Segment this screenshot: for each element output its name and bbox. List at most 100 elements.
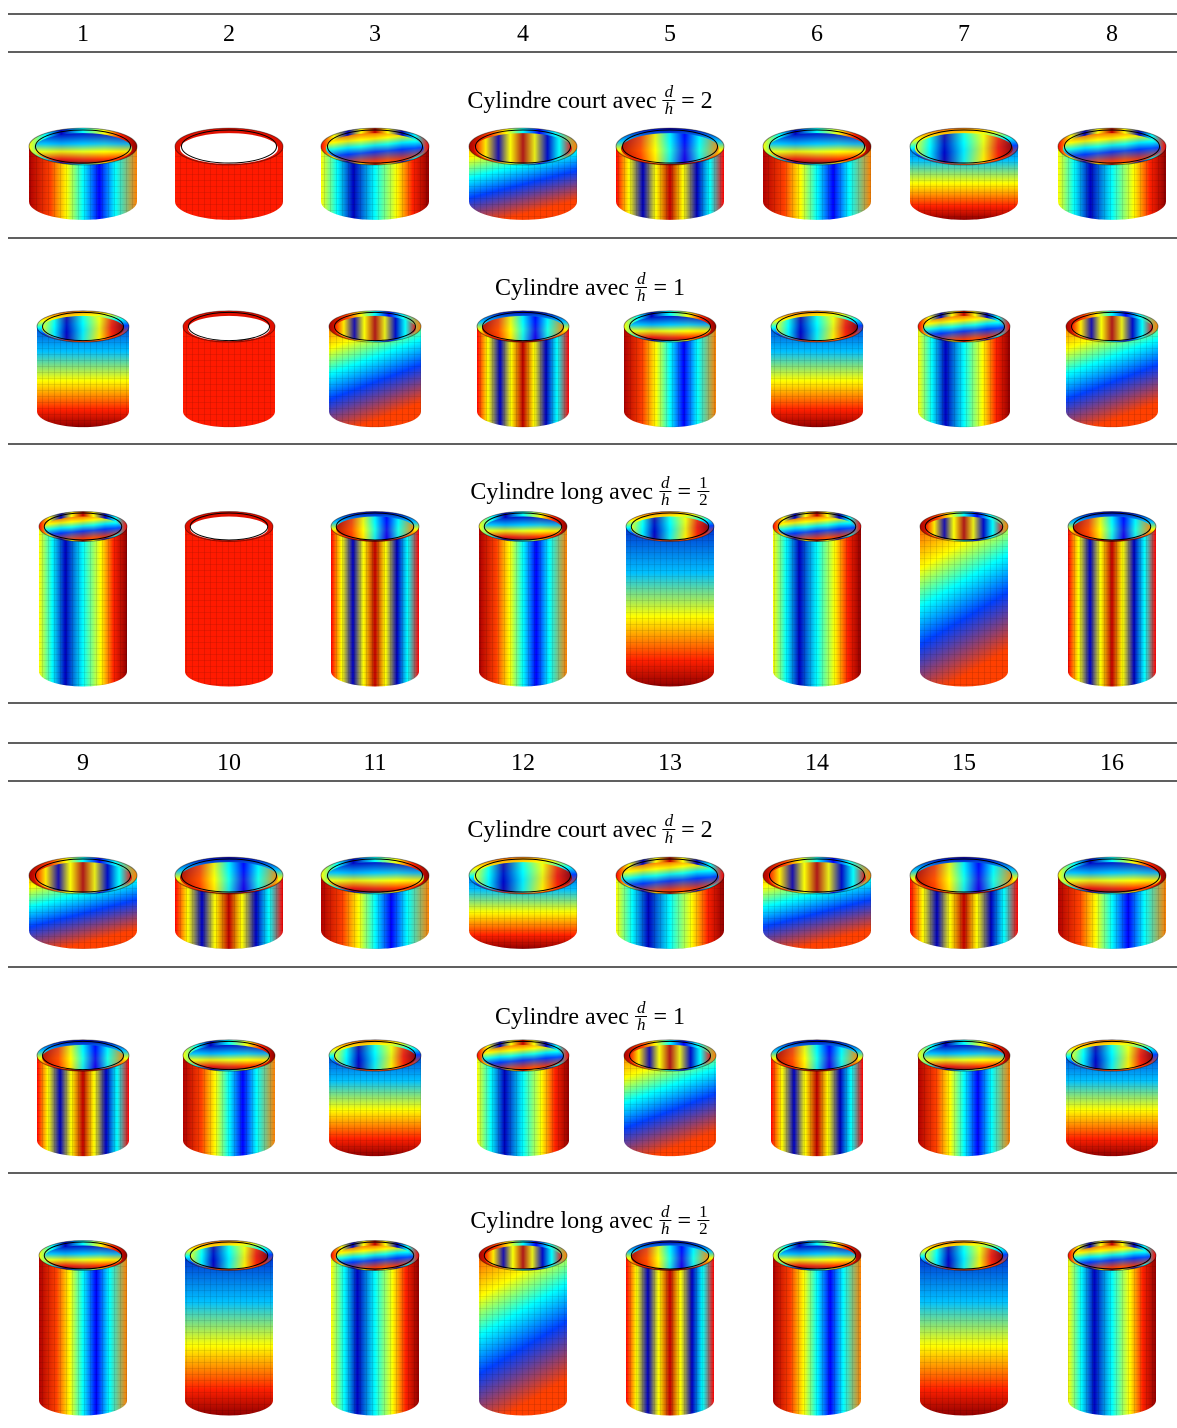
reference-circle	[776, 1040, 858, 1071]
ratio-value: 1	[673, 274, 685, 301]
cylinder-mesh	[39, 1240, 127, 1416]
reference-circle	[1071, 311, 1153, 342]
cylinder-inner	[34, 862, 132, 893]
column-header: 16	[1100, 751, 1124, 775]
column-number: 4	[517, 21, 529, 47]
cylinder	[478, 1240, 568, 1416]
cylinder-mesh	[479, 1240, 567, 1416]
cylinder	[909, 127, 1019, 220]
cylinder	[770, 310, 864, 428]
cylinder-inner	[631, 516, 709, 541]
reference-circle	[915, 858, 1013, 893]
cylinder	[625, 511, 715, 687]
cylinder	[36, 310, 130, 428]
reference-circle	[42, 311, 124, 342]
reference-circle	[768, 129, 866, 164]
cylinder-inner	[474, 133, 572, 164]
cylinder	[320, 856, 430, 949]
section-title-text: Cylindre court avec d h = 2	[467, 812, 712, 846]
reference-circle	[188, 1040, 270, 1071]
column-header: 5	[664, 22, 676, 46]
cylinder	[38, 1240, 128, 1416]
cylinder-mesh	[1068, 511, 1156, 687]
section-title: Cylindre long avec d h = 1 2	[470, 1202, 710, 1237]
cylinder	[1067, 1240, 1157, 1416]
column-number: 9	[77, 750, 89, 776]
cylinder-inner	[484, 516, 562, 541]
reference-circle	[34, 129, 132, 164]
equals-sign: =	[681, 816, 695, 843]
ratio-value-numerator: 1	[697, 473, 710, 492]
cylinder-inner	[629, 315, 711, 342]
cylinder-inner	[621, 862, 719, 893]
cylinder	[36, 1039, 130, 1157]
section-label: Cylindre court avec	[467, 816, 657, 843]
cylinder-inner	[326, 133, 424, 164]
column-header: 4	[517, 22, 529, 46]
cylinder	[919, 1240, 1009, 1416]
cylinder	[623, 310, 717, 428]
cylinder-inner	[334, 315, 416, 342]
cylinder	[468, 856, 578, 949]
cylinder	[476, 310, 570, 428]
cylinder-inner	[326, 862, 424, 893]
cylinder	[184, 1240, 274, 1416]
cylinder-inner	[923, 315, 1005, 342]
section-title: Cylindre avec d h = 1	[495, 270, 685, 305]
ratio-value: 2	[700, 87, 713, 114]
cylinder	[772, 1240, 862, 1416]
cylinder-inner	[915, 133, 1013, 164]
reference-circle	[326, 858, 424, 893]
section-label: Cylindre long avec	[470, 1207, 654, 1234]
reference-circle	[483, 1241, 563, 1270]
equals-sign: =	[653, 274, 667, 301]
reference-circle	[923, 311, 1005, 342]
cylinder	[917, 310, 1011, 428]
cylinder-inner	[621, 133, 719, 164]
cylinder	[762, 127, 872, 220]
cylinder-inner	[482, 1044, 564, 1071]
reference-circle	[482, 311, 564, 342]
column-number: 11	[363, 750, 387, 776]
cylinder-inner	[42, 1044, 124, 1071]
cylinder-inner	[1071, 315, 1153, 342]
cylinder-inner	[923, 1044, 1005, 1071]
column-header: 8	[1106, 22, 1118, 46]
cylinder-inner	[776, 315, 858, 342]
section-title-text: Cylindre long avec d h = 1 2	[470, 1202, 710, 1237]
section-title: Cylindre court avec d h = 2	[467, 83, 713, 118]
cylinder-inner	[188, 315, 270, 342]
reference-circle	[483, 512, 563, 541]
section-title-text: Cylindre avec d h = 1	[495, 270, 685, 305]
column-number: 13	[658, 750, 682, 776]
ratio-numerator: d	[659, 1202, 672, 1221]
section-label: Cylindre court avec	[467, 87, 657, 114]
cylinder	[328, 1039, 422, 1157]
ratio-numerator: d	[659, 473, 672, 492]
cylinder-mesh	[1068, 1240, 1156, 1416]
reference-circle	[43, 512, 123, 541]
equals-sign: =	[677, 478, 692, 505]
ratio-value: 1	[673, 1003, 685, 1030]
cylinder	[320, 127, 430, 220]
column-header: 10	[217, 751, 241, 775]
reference-circle	[630, 1241, 710, 1270]
reference-circle	[777, 1241, 857, 1270]
ratio-denominator: h	[664, 99, 674, 118]
cylinder-mesh	[920, 511, 1009, 687]
ratio-denominator: h	[636, 286, 646, 305]
cylinder	[330, 1240, 420, 1416]
cylinder	[38, 511, 128, 687]
reference-circle	[915, 129, 1013, 164]
column-number: 15	[952, 750, 976, 776]
reference-circle	[621, 858, 719, 893]
cylinder-mesh	[185, 511, 273, 687]
ratio-value-denominator: 2	[699, 490, 708, 509]
cylinder-inner	[34, 133, 132, 164]
column-number: 16	[1100, 750, 1124, 776]
